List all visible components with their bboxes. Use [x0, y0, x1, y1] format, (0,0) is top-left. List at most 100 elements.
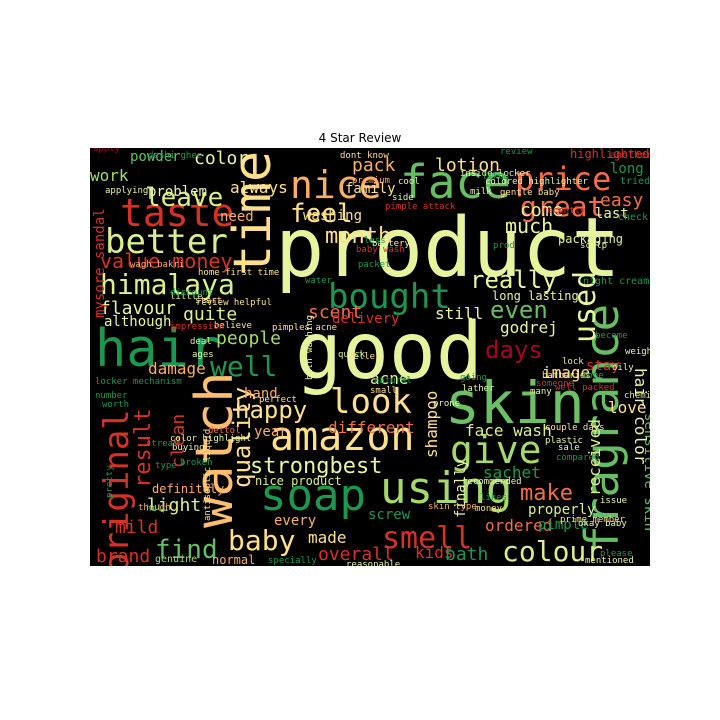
word-mysore-sandal: mysore sandal: [92, 208, 108, 318]
word-reasonable: reasonable: [346, 560, 400, 566]
word-prime-member: prime member: [560, 515, 626, 525]
word-number: number: [95, 391, 128, 401]
word-less: less: [364, 236, 386, 246]
word-mild: mild: [115, 517, 158, 538]
word-people: people: [216, 328, 281, 349]
word-oily: oily: [612, 363, 634, 373]
word-still: still: [435, 304, 483, 323]
word-believe: believe: [214, 321, 252, 331]
word-fragrance: fragrance: [575, 304, 629, 553]
word-going: going: [460, 373, 487, 383]
word-amazon: amazon: [270, 414, 415, 460]
word-acne: acne: [370, 369, 409, 388]
word-recently: recently: [542, 206, 586, 216]
word-pimples-acne: pimples acne: [272, 323, 337, 333]
word-nice-product: nice product: [255, 474, 342, 488]
word-price: price: [515, 160, 611, 198]
word-discount: discount: [170, 288, 213, 298]
word-brand: brand: [96, 546, 150, 566]
word-give: give: [450, 428, 542, 472]
word-milk: milk: [470, 187, 492, 197]
word-quick: quick: [338, 350, 366, 360]
word-family: family: [345, 181, 396, 197]
word-stream: stream: [146, 439, 179, 449]
word-gentle-baby: gentle baby: [500, 188, 560, 198]
word-start: start: [195, 296, 222, 306]
word-deshi-ghee: deshi ghee: [148, 151, 202, 161]
word-another: another: [610, 150, 650, 161]
word-made: made: [308, 528, 347, 547]
word-days: days: [485, 336, 543, 364]
word-though: though: [138, 503, 171, 513]
word-dont-know: dont know: [340, 151, 389, 161]
word-please: please: [600, 549, 633, 559]
chart-title: 4 Star Review: [318, 131, 402, 145]
word-review-helpful: review helpful: [196, 298, 272, 308]
word-year: year: [254, 424, 288, 440]
word-long-lasting: long lasting: [492, 289, 579, 303]
word-couple-days: couple days: [545, 423, 605, 433]
word-sachet: sachet: [483, 463, 541, 482]
word-value-money: value money: [100, 249, 232, 273]
word-deal: deal: [190, 337, 212, 347]
word-liked: liked: [482, 172, 509, 182]
word-image: image: [542, 363, 590, 382]
word-side: side: [392, 193, 414, 203]
word-shampoo: shampoo: [422, 391, 441, 458]
word-soap: soap: [260, 470, 366, 521]
word-sale: sale: [558, 443, 580, 453]
word-night-cream: night cream: [583, 276, 649, 287]
word-perfect: perfect: [259, 395, 297, 405]
word-home-first-time: home first time: [198, 268, 279, 278]
word-always: always: [230, 178, 288, 197]
word-antiseptic-liquid: antiseptic liquid: [203, 429, 213, 521]
word-issue: issue: [600, 496, 627, 506]
word-hand: hand: [244, 386, 278, 402]
word-many: many: [530, 387, 552, 397]
word-ordered: ordered: [485, 516, 552, 535]
word-baby: baby: [228, 524, 295, 557]
word-cool: cool: [398, 177, 420, 187]
word-result: result: [131, 409, 156, 488]
word-recommended: recommended: [462, 477, 522, 487]
word-cloud: product good skin hair time watch face soap usin…: [90, 148, 650, 566]
word-color: color: [194, 148, 248, 169]
word-received: received: [585, 419, 604, 496]
word-tried: tried: [620, 176, 650, 187]
word-every: every: [274, 513, 316, 529]
word-used: used: [568, 271, 603, 343]
word-seller: seller: [348, 352, 381, 362]
word-great: great: [520, 190, 604, 223]
word-done: done: [582, 371, 604, 381]
word-although: although: [104, 314, 171, 330]
word-battery: battery: [372, 239, 411, 249]
word-really: really: [470, 266, 557, 294]
word-himalaya: himalaya: [100, 268, 235, 301]
word-inside-locker: inside locker: [460, 169, 531, 179]
word-pimple-attack: pimple attack: [385, 202, 456, 212]
word-broken: broken: [180, 458, 213, 468]
word-smell: smell: [382, 521, 472, 556]
word-using: using: [380, 463, 512, 514]
word-work: work: [90, 166, 129, 185]
word-different: different: [328, 418, 415, 437]
word-applying: applying: [105, 186, 148, 196]
word-light: light: [147, 495, 201, 516]
word-watch: watch: [185, 371, 245, 528]
word-screw: screw: [368, 507, 411, 523]
word-face: face: [400, 155, 511, 209]
word-likes: likes: [480, 493, 507, 503]
word-prone: prone: [433, 399, 460, 409]
word-time: time: [223, 151, 283, 276]
word-well-packed: well packed: [555, 383, 615, 393]
word-delivery: delivery: [332, 311, 399, 327]
word-genuine: genuine: [155, 554, 197, 565]
word-small: small: [370, 386, 397, 396]
word-strongbest: strongbest: [250, 454, 382, 479]
word-original: original: [97, 409, 137, 566]
word-little: little: [170, 292, 203, 302]
word-skin-type: skin type: [428, 502, 477, 512]
word-normal: normal: [212, 553, 255, 566]
word-love: love: [608, 398, 647, 417]
